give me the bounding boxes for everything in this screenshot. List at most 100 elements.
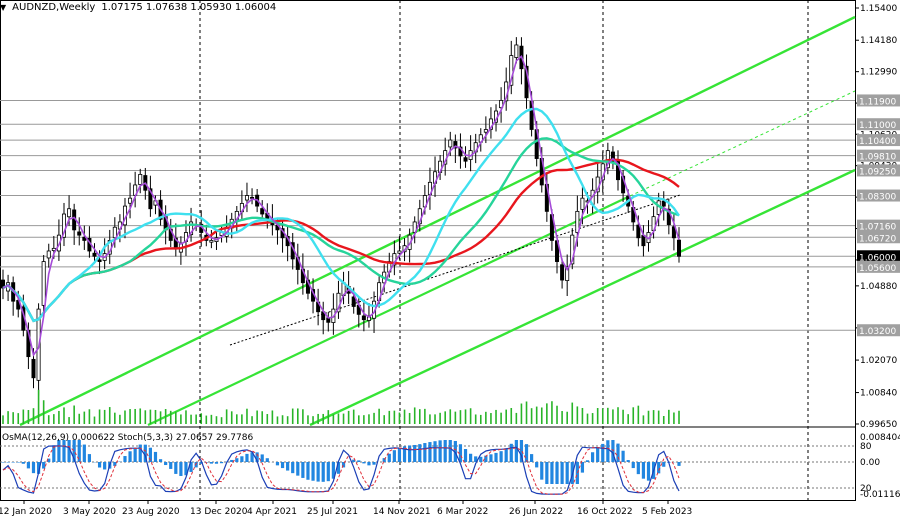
osma-bar <box>357 460 361 462</box>
osma-bar <box>72 440 76 462</box>
candle-body <box>351 296 356 307</box>
osma-bar <box>82 444 86 462</box>
candle-body <box>189 221 194 236</box>
price-level-box <box>857 250 900 263</box>
candle-body <box>448 139 453 148</box>
osma-bar <box>153 451 158 462</box>
date-axis-label: 12 Jan 2020 <box>0 507 52 517</box>
indicator-axis-label: -0.011160 <box>860 490 900 500</box>
price-level-label: 1.06000 <box>859 253 896 263</box>
osma-bar <box>26 462 31 469</box>
candle-body <box>677 239 682 257</box>
osma-bar <box>463 449 468 462</box>
osma-bar <box>596 447 600 462</box>
osma-bar <box>606 440 610 462</box>
osma-bar <box>158 459 163 462</box>
osma-bar <box>11 462 15 463</box>
candle-body <box>483 129 488 133</box>
osma-bar <box>479 456 483 462</box>
osma-bar <box>240 456 244 462</box>
osma-bar <box>113 462 117 466</box>
osma-bar <box>42 462 46 469</box>
date-axis-label: 16 Oct 2022 <box>577 507 633 517</box>
osma-bar <box>143 444 147 462</box>
osma-bar <box>296 462 300 476</box>
osma-bar <box>590 452 595 462</box>
ohlc-values: 1.07175 1.07638 1.05930 1.06004 <box>101 1 277 13</box>
candle-body <box>463 157 468 162</box>
candle-body <box>67 208 72 218</box>
price-axis-label: 1.12990 <box>860 68 897 78</box>
price-level-box <box>857 134 900 147</box>
price-level-box <box>857 149 900 162</box>
osma-bar <box>662 462 666 467</box>
osma-bar <box>62 440 66 462</box>
osma-bar <box>443 440 447 462</box>
candle-body <box>31 358 36 379</box>
price-axis-label: 0.99650 <box>860 420 897 430</box>
osma-bar <box>453 440 457 462</box>
date-axis-label: 13 Dec 2020 <box>190 507 248 517</box>
candle-body <box>671 226 676 239</box>
collapse-arrow-icon[interactable]: ▼ <box>0 2 7 12</box>
osma-bar <box>524 444 529 462</box>
osma-bar <box>509 443 513 462</box>
osma-bar <box>616 443 620 462</box>
price-level-label: 1.03200 <box>859 327 896 337</box>
osma-bar <box>341 462 346 468</box>
candle-body <box>580 197 585 210</box>
candles-group <box>0 37 682 396</box>
candle-body <box>661 200 666 207</box>
osma-bar <box>260 454 264 462</box>
osma-bar <box>291 462 295 474</box>
price-level-box <box>857 260 900 273</box>
candle-body <box>453 141 458 149</box>
chart-header: ▼ AUDNZD,Weekly 1.07175 1.07638 1.05930 … <box>0 0 276 14</box>
osma-bar <box>57 440 61 462</box>
osma-bar <box>6 462 10 463</box>
osma-bar <box>352 459 356 462</box>
osma-bar <box>275 462 280 466</box>
osma-bar <box>194 462 198 468</box>
candle-body <box>666 208 671 225</box>
price-level-box <box>857 189 900 202</box>
candle-body <box>250 196 255 199</box>
osma-bar <box>36 462 41 474</box>
osma-bar <box>540 462 544 480</box>
stoch-main-line <box>2 445 680 495</box>
osma-bar <box>372 462 376 465</box>
osma-bar <box>677 462 681 466</box>
osma-bar <box>636 462 640 475</box>
osma-bar <box>484 455 488 462</box>
osma-bar <box>519 440 524 462</box>
price-level-label: 1.05600 <box>859 264 896 274</box>
date-axis-label: 3 May 2020 <box>63 507 116 517</box>
date-axis-label: 23 Aug 2020 <box>122 507 180 517</box>
candle-body <box>82 236 87 241</box>
osma-bar <box>555 462 559 484</box>
osma-bar <box>418 444 422 462</box>
osma-bar <box>169 462 173 469</box>
date-axis-label: 6 Mar 2022 <box>437 507 488 517</box>
candle-body <box>560 264 565 281</box>
osma-bar <box>494 452 498 462</box>
osma-bar <box>133 447 137 462</box>
osma-bar <box>611 440 615 462</box>
osma-bar <box>245 453 249 462</box>
osma-bar <box>301 462 305 478</box>
candle-body <box>97 259 102 262</box>
osma-bar <box>306 462 310 480</box>
stoch-signal-line <box>2 445 680 495</box>
osma-bar <box>47 458 51 462</box>
price-axis-label: 1.02070 <box>860 356 897 366</box>
osma-bar <box>123 456 127 462</box>
candle-body <box>148 188 153 210</box>
osma-bar <box>458 444 463 462</box>
price-axis-label: 1.04880 <box>860 282 897 292</box>
channel-middle-line <box>147 195 631 426</box>
chart-frame <box>0 0 856 501</box>
indicator-axis-label: 0.00 <box>860 458 880 468</box>
price-axis-label: 1.15400 <box>860 4 897 14</box>
osma-bar <box>21 462 25 464</box>
